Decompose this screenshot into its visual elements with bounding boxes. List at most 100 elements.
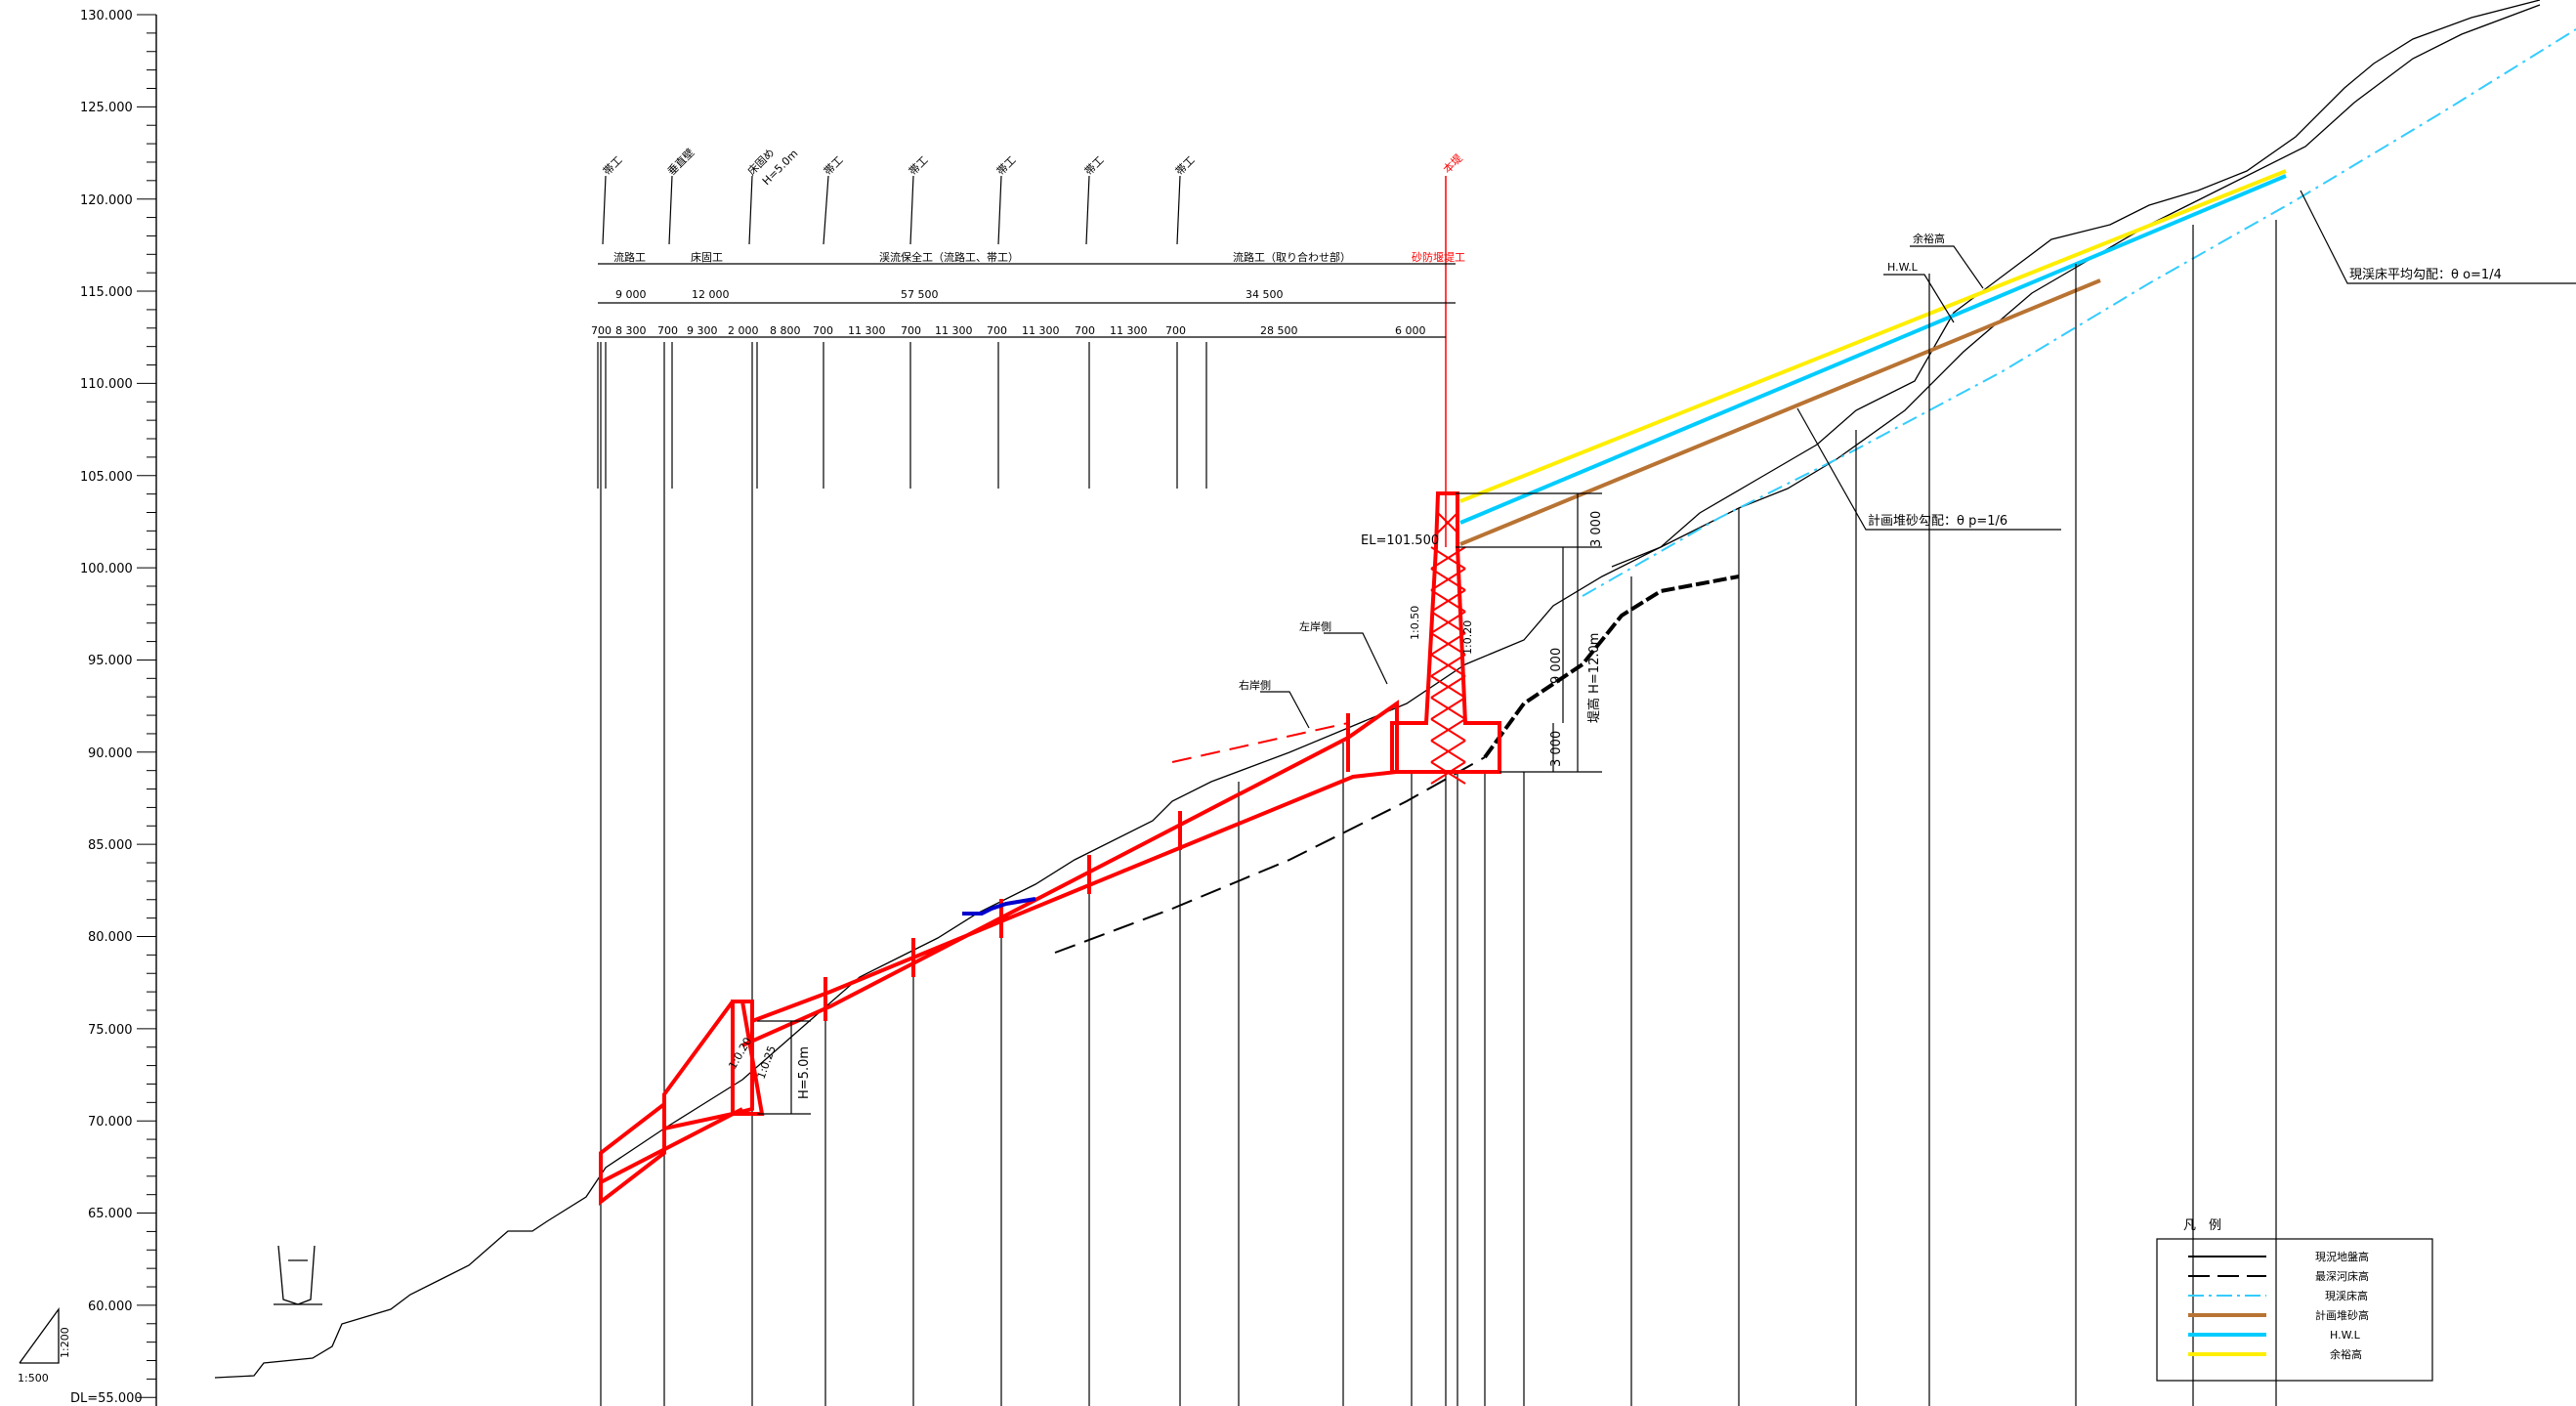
elevation-label-60: 60.000: [88, 1299, 133, 1314]
marker-label: 垂直壁: [664, 146, 697, 178]
lower-height-label: 3 000: [1549, 731, 1564, 767]
marker-label: 帯工: [822, 153, 846, 178]
elevation-label-130: 130.000: [80, 9, 133, 23]
section-label: 砂防堰堤工: [1412, 250, 1465, 264]
detail-length: 700: [901, 324, 921, 337]
hwl-label: H.W.L: [1887, 261, 1919, 274]
current-slope-label: 現渓床平均勾配：θ o=1/4: [2349, 268, 2502, 282]
elevation-label-90: 90.000: [88, 746, 133, 761]
marker-label: 帯工: [1082, 153, 1107, 178]
planned-sediment-line: [1459, 278, 2101, 546]
station-lines: [597, 220, 2277, 1406]
vertical-scale: 1:200: [59, 1327, 71, 1358]
detail-length: 8 300: [615, 324, 647, 337]
detail-length: 11 300: [935, 324, 973, 337]
right-bank-label: 右岸側: [1239, 678, 1271, 692]
datum-label: DL=55.000: [70, 1391, 143, 1406]
elevation-label-100: 100.000: [80, 562, 133, 576]
detail-length: 9 300: [687, 324, 718, 337]
water-line: [962, 897, 1036, 916]
hwl-line: [1459, 174, 2287, 525]
deepest-riverbed-line: [1054, 756, 1486, 954]
section-header: 流路工 床固工 渓流保全工（流路工、帯工） 流路工（取り合わせ部） 砂防堰堤工 …: [591, 250, 1465, 338]
legend-label: H.W.L: [2330, 1329, 2361, 1342]
dam-height-label: 堤高 H=12.0m: [1586, 633, 1602, 723]
elevation-label-120: 120.000: [80, 193, 133, 208]
detail-length: 700: [1075, 324, 1095, 337]
marker-label: 帯工: [994, 153, 1019, 178]
dam-annotations: EL=101.500 3 000 9 000 3 000 堤高 H=12.0m …: [1239, 492, 1604, 773]
dam-lattice-line: [1430, 740, 1466, 763]
dam-slope-a: 1:0.50: [1409, 606, 1421, 640]
existing-ground-upper-line: [1611, 4, 2541, 568]
detail-length: 2 000: [728, 324, 759, 337]
segment-length: 9 000: [615, 288, 647, 301]
marker-label: 帯工: [907, 153, 931, 178]
detail-length: 11 300: [1022, 324, 1060, 337]
dam-lattice-line: [1430, 761, 1466, 785]
detail-length: 700: [657, 324, 678, 337]
dam-lattice-line: [1430, 718, 1466, 742]
upper-height-label: 3 000: [1589, 511, 1604, 547]
elevation-label-115: 115.000: [80, 285, 133, 300]
freeboard-line: [1459, 169, 2287, 503]
dam-lattice-line: [1430, 675, 1466, 699]
cross-section-symbol: [274, 1245, 322, 1305]
dam-lattice-line: [1430, 611, 1466, 634]
line-labels: 余裕高 H.W.L 現渓床平均勾配：θ o=1/4 計画堆砂勾配：θ p=1/6: [1796, 190, 2576, 531]
dam-lattice-line: [1430, 632, 1466, 656]
legend-label: 現況地盤高: [2315, 1250, 2369, 1263]
dam-lattice-line: [1430, 546, 1466, 570]
elevation-label-125: 125.000: [80, 101, 133, 115]
detail-length: 11 300: [1110, 324, 1148, 337]
segment-length: 57 500: [901, 288, 939, 301]
elevation-label-65: 65.000: [88, 1207, 133, 1221]
channel-structures: [599, 700, 1399, 1207]
detail-length: 700: [591, 324, 612, 337]
existing-ground-line: [214, 0, 2541, 1379]
dam-lattice-line: [1430, 589, 1466, 613]
crest-elevation-label: EL=101.500: [1361, 533, 1439, 548]
legend-label: 最深河床高: [2315, 1269, 2369, 1283]
sill-slope-b: 1:0.25: [755, 1044, 779, 1081]
elevation-label-80: 80.000: [88, 930, 133, 945]
marker-label: 帯工: [1173, 153, 1198, 178]
section-label: 流路工: [613, 250, 646, 264]
detail-length: 11 300: [848, 324, 886, 337]
main-dam-marker: 本堤: [1440, 151, 1464, 176]
left-bank-label: 左岸側: [1299, 620, 1331, 633]
structure-markers: 帯工 垂直壁 床固め H=5.0m 帯工 帯工 帯工 帯工 帯工 本堤: [601, 146, 1465, 547]
dam-lattice-line: [1430, 697, 1466, 720]
elevation-label-75: 75.000: [88, 1023, 133, 1038]
elevation-axis: 130.000 125.000 120.000 115.000 110.000 …: [70, 9, 157, 1406]
dam-lattice-line: [1430, 568, 1466, 591]
elevation-label-95: 95.000: [88, 654, 133, 668]
dam-slope-b: 1:0.20: [1461, 620, 1474, 655]
horizontal-scale: 1:500: [18, 1372, 49, 1385]
sill-height-label: H=5.0m: [797, 1046, 812, 1099]
legend: 凡 例 現況地盤高 最深河床高 現渓床高 計画堆砂高 H.W.L 余裕高: [2156, 1218, 2433, 1382]
current-riverbed-line: [1582, 28, 2576, 597]
scale-indicator: 1:200 1:500: [18, 1307, 71, 1385]
legend-label: 余裕高: [2330, 1347, 2362, 1361]
detail-length: 6 000: [1395, 324, 1426, 337]
marker-label: 帯工: [601, 153, 625, 178]
segment-length: 12 000: [692, 288, 730, 301]
segment-length: 34 500: [1246, 288, 1284, 301]
detail-length: 700: [813, 324, 833, 337]
section-label: 床固工: [691, 250, 723, 264]
detail-length: 700: [987, 324, 1007, 337]
dam-lattice-line: [1430, 654, 1466, 677]
legend-label: 計画堆砂高: [2315, 1308, 2369, 1322]
elevation-label-70: 70.000: [88, 1115, 133, 1129]
section-label: 流路工（取り合わせ部）: [1233, 250, 1351, 264]
elevation-label-85: 85.000: [88, 838, 133, 853]
legend-title: 凡 例: [2183, 1218, 2221, 1233]
elevation-label-110: 110.000: [80, 377, 133, 392]
planned-slope-label: 計画堆砂勾配：θ p=1/6: [1868, 513, 2007, 529]
freeboard-label: 余裕高: [1913, 232, 1945, 245]
detail-length: 28 500: [1260, 324, 1298, 337]
detail-length: 8 800: [770, 324, 801, 337]
deepest-riverbed-line-upper: [1483, 575, 1740, 759]
